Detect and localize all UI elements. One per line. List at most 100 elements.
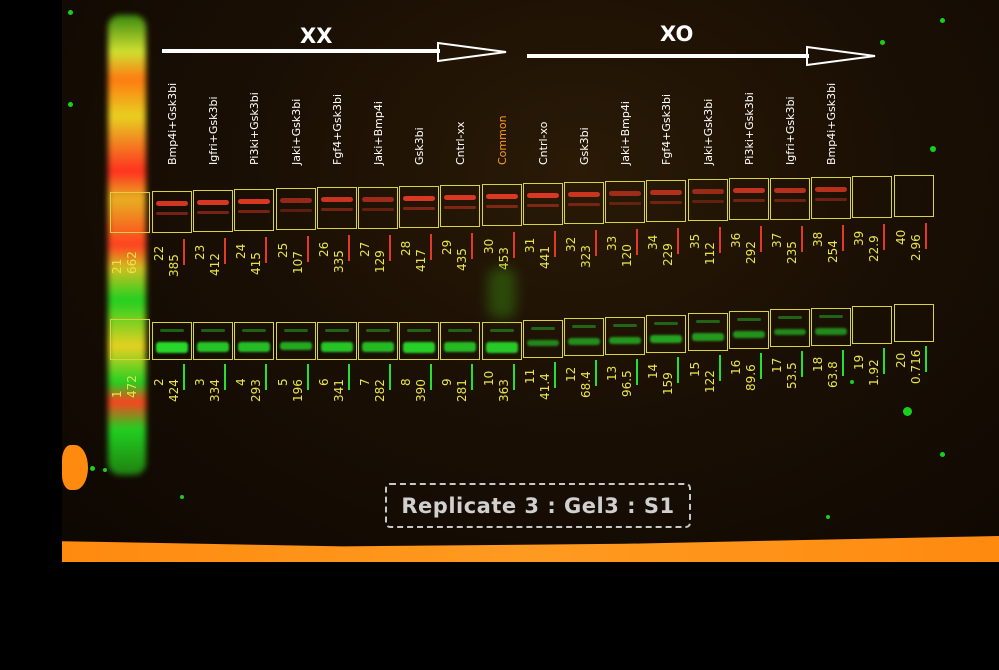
lane-bot-id: 19 — [852, 354, 866, 370]
lane-top-value: 254 — [826, 240, 840, 263]
lane-box-bottom — [276, 322, 316, 360]
green-band-faint — [778, 316, 802, 319]
replicate-label-box: Replicate 3 : Gel3 : S1 — [385, 483, 691, 528]
lane-box-bottom — [811, 308, 851, 346]
lane-bot-id: 13 — [605, 365, 619, 381]
lane-box-top — [234, 189, 274, 231]
lane-top-tick — [554, 231, 556, 257]
lane-number-bot: 9 281 — [440, 364, 473, 434]
green-band-faint — [448, 329, 472, 332]
green-band — [650, 335, 682, 343]
arrow-head-xx — [437, 41, 507, 63]
lane-number-bot: 7 282 — [358, 364, 391, 434]
green-speck — [68, 102, 73, 107]
green-band — [403, 342, 435, 353]
lane-top-value: 2.96 — [909, 234, 923, 261]
lane-bot-value: 196 — [291, 379, 305, 402]
red-band-faint — [444, 206, 476, 209]
green-band-faint — [242, 329, 266, 332]
green-speck — [903, 407, 912, 416]
green-band-faint — [201, 329, 225, 332]
lane-top-value: 22.9 — [867, 235, 881, 262]
arrow-head-xo — [806, 45, 876, 67]
lane-top-tick — [883, 224, 885, 250]
lane-box-bottom — [852, 306, 892, 344]
lane-top-id: 40 — [894, 229, 908, 245]
lane-top-value: 229 — [661, 243, 675, 266]
lane-bot-id: 15 — [688, 361, 702, 377]
lane-top-value: 453 — [497, 247, 511, 270]
red-band — [486, 194, 518, 199]
lane-top-id: 30 — [482, 238, 496, 254]
lane-box-top — [399, 186, 439, 228]
green-band — [156, 342, 188, 353]
green-band-faint — [737, 318, 761, 321]
red-band — [321, 197, 353, 202]
group-label-xx: XX — [300, 24, 333, 48]
red-band — [156, 201, 188, 206]
green-speck — [940, 18, 945, 23]
lane-top-tick — [760, 226, 762, 252]
lane-bot-value: 293 — [249, 379, 263, 402]
lane-bot-tick — [719, 355, 721, 381]
lane-box-bottom — [193, 322, 233, 360]
lane-number-bot: 13 96.5 — [605, 359, 638, 429]
red-band-faint — [280, 209, 312, 212]
ladder-box-top — [110, 192, 150, 233]
lane-top-id: 39 — [852, 230, 866, 246]
lane-bot-id: 12 — [564, 366, 578, 382]
lane-label: Cntrl-xo — [537, 121, 550, 165]
lane-top-tick — [513, 232, 515, 258]
lane-bot-tick — [224, 364, 226, 390]
lane-top-tick — [307, 236, 309, 262]
lane-bot-id: 17 — [770, 357, 784, 373]
lane-top-value: 435 — [455, 248, 469, 271]
lane-bot-tick — [348, 364, 350, 390]
lane-bot-value: 122 — [703, 370, 717, 393]
green-band — [733, 331, 765, 338]
red-band-faint — [156, 212, 188, 215]
red-band-faint — [362, 208, 394, 211]
lane-box-bottom — [688, 313, 728, 351]
lane-number-top: 40 2.96 — [894, 223, 927, 293]
lane-bot-value: 68.4 — [579, 371, 593, 398]
green-band-faint — [284, 329, 308, 332]
green-band — [692, 333, 724, 341]
lane-top-value: 441 — [538, 246, 552, 269]
lane-number-bot: 4 293 — [234, 364, 267, 434]
lane-bot-id: 6 — [317, 378, 331, 386]
lane-number-top: 36 292 — [729, 226, 762, 296]
ladder-number-top: 21 662 — [110, 240, 140, 310]
red-band — [774, 188, 806, 193]
lane-bot-tick — [925, 346, 927, 372]
lane-top-id: 35 — [688, 233, 702, 249]
lane-bot-tick — [471, 364, 473, 390]
lane-bot-id: 20 — [894, 352, 908, 368]
lane-bot-id: 4 — [234, 378, 248, 386]
lane-label: Jaki+Gsk3bi — [290, 98, 303, 165]
red-band-faint — [197, 211, 229, 214]
lane-box-bottom — [729, 311, 769, 349]
lane-top-value: 415 — [249, 252, 263, 275]
lane-box-top — [482, 184, 522, 226]
lane-number-bot: 11 41.4 — [523, 362, 556, 432]
lane-bot-value: 341 — [332, 379, 346, 402]
green-band — [815, 328, 847, 335]
red-band — [650, 190, 682, 195]
lane-number-top: 39 22.9 — [852, 224, 885, 294]
lane-box-top — [440, 185, 480, 227]
lane-bot-value: 63.8 — [826, 361, 840, 388]
red-band — [238, 199, 270, 204]
lane-number-top: 28 417 — [399, 234, 432, 304]
lane-bot-id: 2 — [152, 378, 166, 386]
lane-number-top: 35 112 — [688, 227, 721, 297]
lane-box-top — [152, 191, 192, 233]
lane-box-bottom — [770, 309, 810, 347]
lane-top-tick — [842, 225, 844, 251]
lane-box-top — [811, 177, 851, 219]
lane-box-bottom — [358, 322, 398, 360]
lane-top-id: 37 — [770, 232, 784, 248]
lane-box-bottom — [894, 304, 934, 342]
lane-number-bot: 19 1.92 — [852, 348, 885, 418]
lane-bot-id: 10 — [482, 370, 496, 386]
